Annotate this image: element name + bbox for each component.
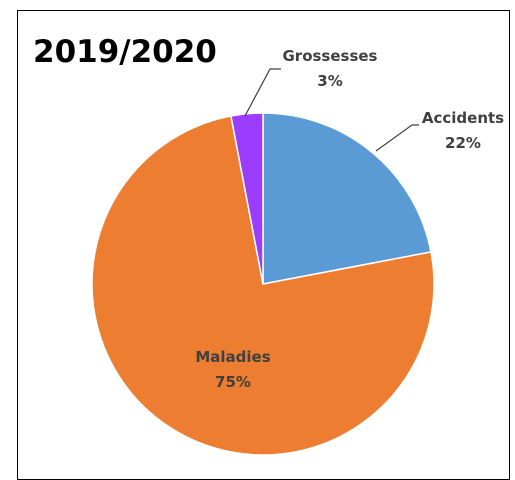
leader-line-grossesses xyxy=(244,68,281,117)
chart-title: 2019/2020 xyxy=(33,34,217,70)
slice-label-maladies-name: Maladies xyxy=(195,348,270,366)
pie-slice-accidents xyxy=(262,112,432,285)
slices-layer xyxy=(91,112,435,456)
slice-label-accidents-value: 22% xyxy=(445,134,481,152)
pie-slice-grossesses xyxy=(230,112,264,285)
slice-label-maladies-value: 75% xyxy=(215,373,251,391)
leader-lines-layer xyxy=(244,68,419,152)
slice-label-grossesses-value: 3% xyxy=(317,72,342,90)
leader-line-accidents xyxy=(375,124,419,152)
pie-slice-maladies xyxy=(91,115,435,456)
slice-label-accidents-name: Accidents xyxy=(422,109,504,127)
slice-label-grossesses-name: Grossesses xyxy=(282,47,377,65)
